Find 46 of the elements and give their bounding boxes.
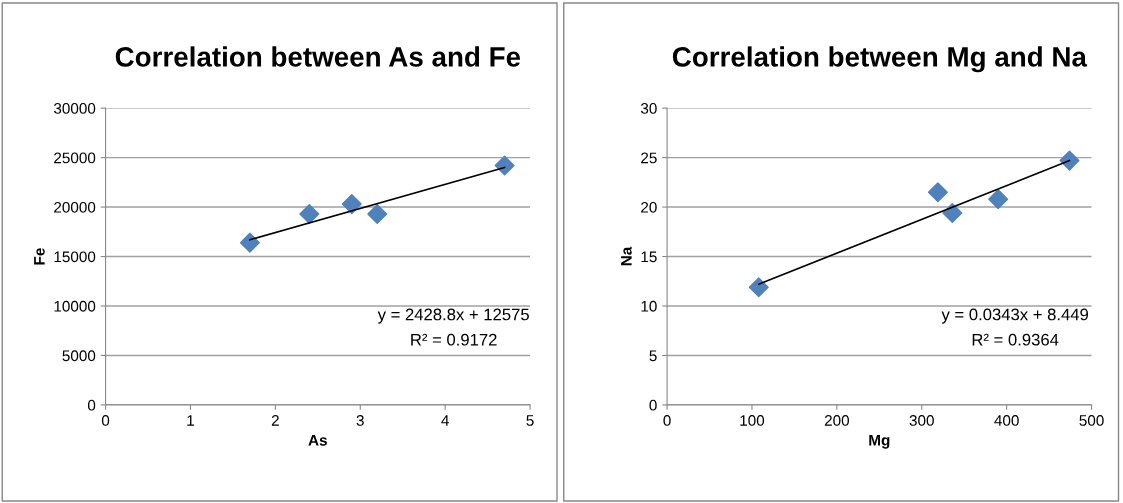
y-tick-label: 20000 — [54, 201, 96, 213]
annotation: R² = 0.9172 — [411, 333, 497, 346]
point — [748, 277, 769, 298]
y-axis-title: Fe — [34, 248, 45, 265]
point — [988, 189, 1009, 210]
annotation: y = 2428.8x + 12575 — [377, 308, 529, 324]
x-tick-label: 0 — [101, 415, 110, 426]
annotation: y = 0.0343x + 8.449 — [941, 308, 1089, 324]
point — [1059, 150, 1080, 171]
y-tick-label: 30000 — [53, 103, 96, 114]
annotation: R² = 0.9364 — [972, 333, 1059, 346]
x-tick-label: 400 — [994, 415, 1019, 426]
x-tick-label: 3 — [356, 415, 364, 426]
y-tick-label: 20 — [641, 201, 657, 213]
chart-title: Correlation between Mg and Na — [672, 46, 1088, 73]
point — [367, 203, 388, 225]
x-tick-label: 4 — [441, 415, 449, 426]
y-tick-label: 25 — [641, 152, 657, 164]
x-axis-title: As — [308, 435, 327, 446]
y-tick-label: 0 — [87, 399, 96, 411]
x-axis-title: Mg — [869, 434, 890, 449]
chart-title: Correlation between As and Fe — [115, 46, 521, 67]
point — [299, 203, 320, 225]
y-tick-label: 0 — [649, 399, 657, 411]
y-tick-label: 30 — [640, 103, 657, 114]
y-axis-title: Na — [621, 246, 632, 266]
y-tick-label: 10000 — [54, 300, 96, 312]
point — [927, 182, 948, 203]
y-tick-label: 15000 — [54, 251, 96, 263]
point — [239, 232, 260, 253]
point — [494, 155, 515, 176]
x-tick-label: 2 — [271, 415, 279, 426]
point — [942, 202, 963, 224]
y-tick-label: 5 — [649, 350, 657, 362]
x-tick-label: 100 — [740, 415, 765, 426]
x-tick-label: 200 — [824, 415, 850, 426]
x-tick-label: 0 — [663, 415, 671, 426]
y-tick-label: 5000 — [62, 350, 96, 362]
y-tick-label: 10 — [641, 300, 657, 312]
y-tick-label: 15 — [641, 251, 657, 263]
point — [341, 194, 362, 215]
y-tick-label: 25000 — [54, 152, 96, 164]
x-tick-label: 1 — [187, 415, 194, 426]
x-tick-label: 5 — [526, 415, 534, 426]
x-tick-label: 500 — [1079, 415, 1104, 426]
x-tick-label: 300 — [909, 415, 934, 426]
